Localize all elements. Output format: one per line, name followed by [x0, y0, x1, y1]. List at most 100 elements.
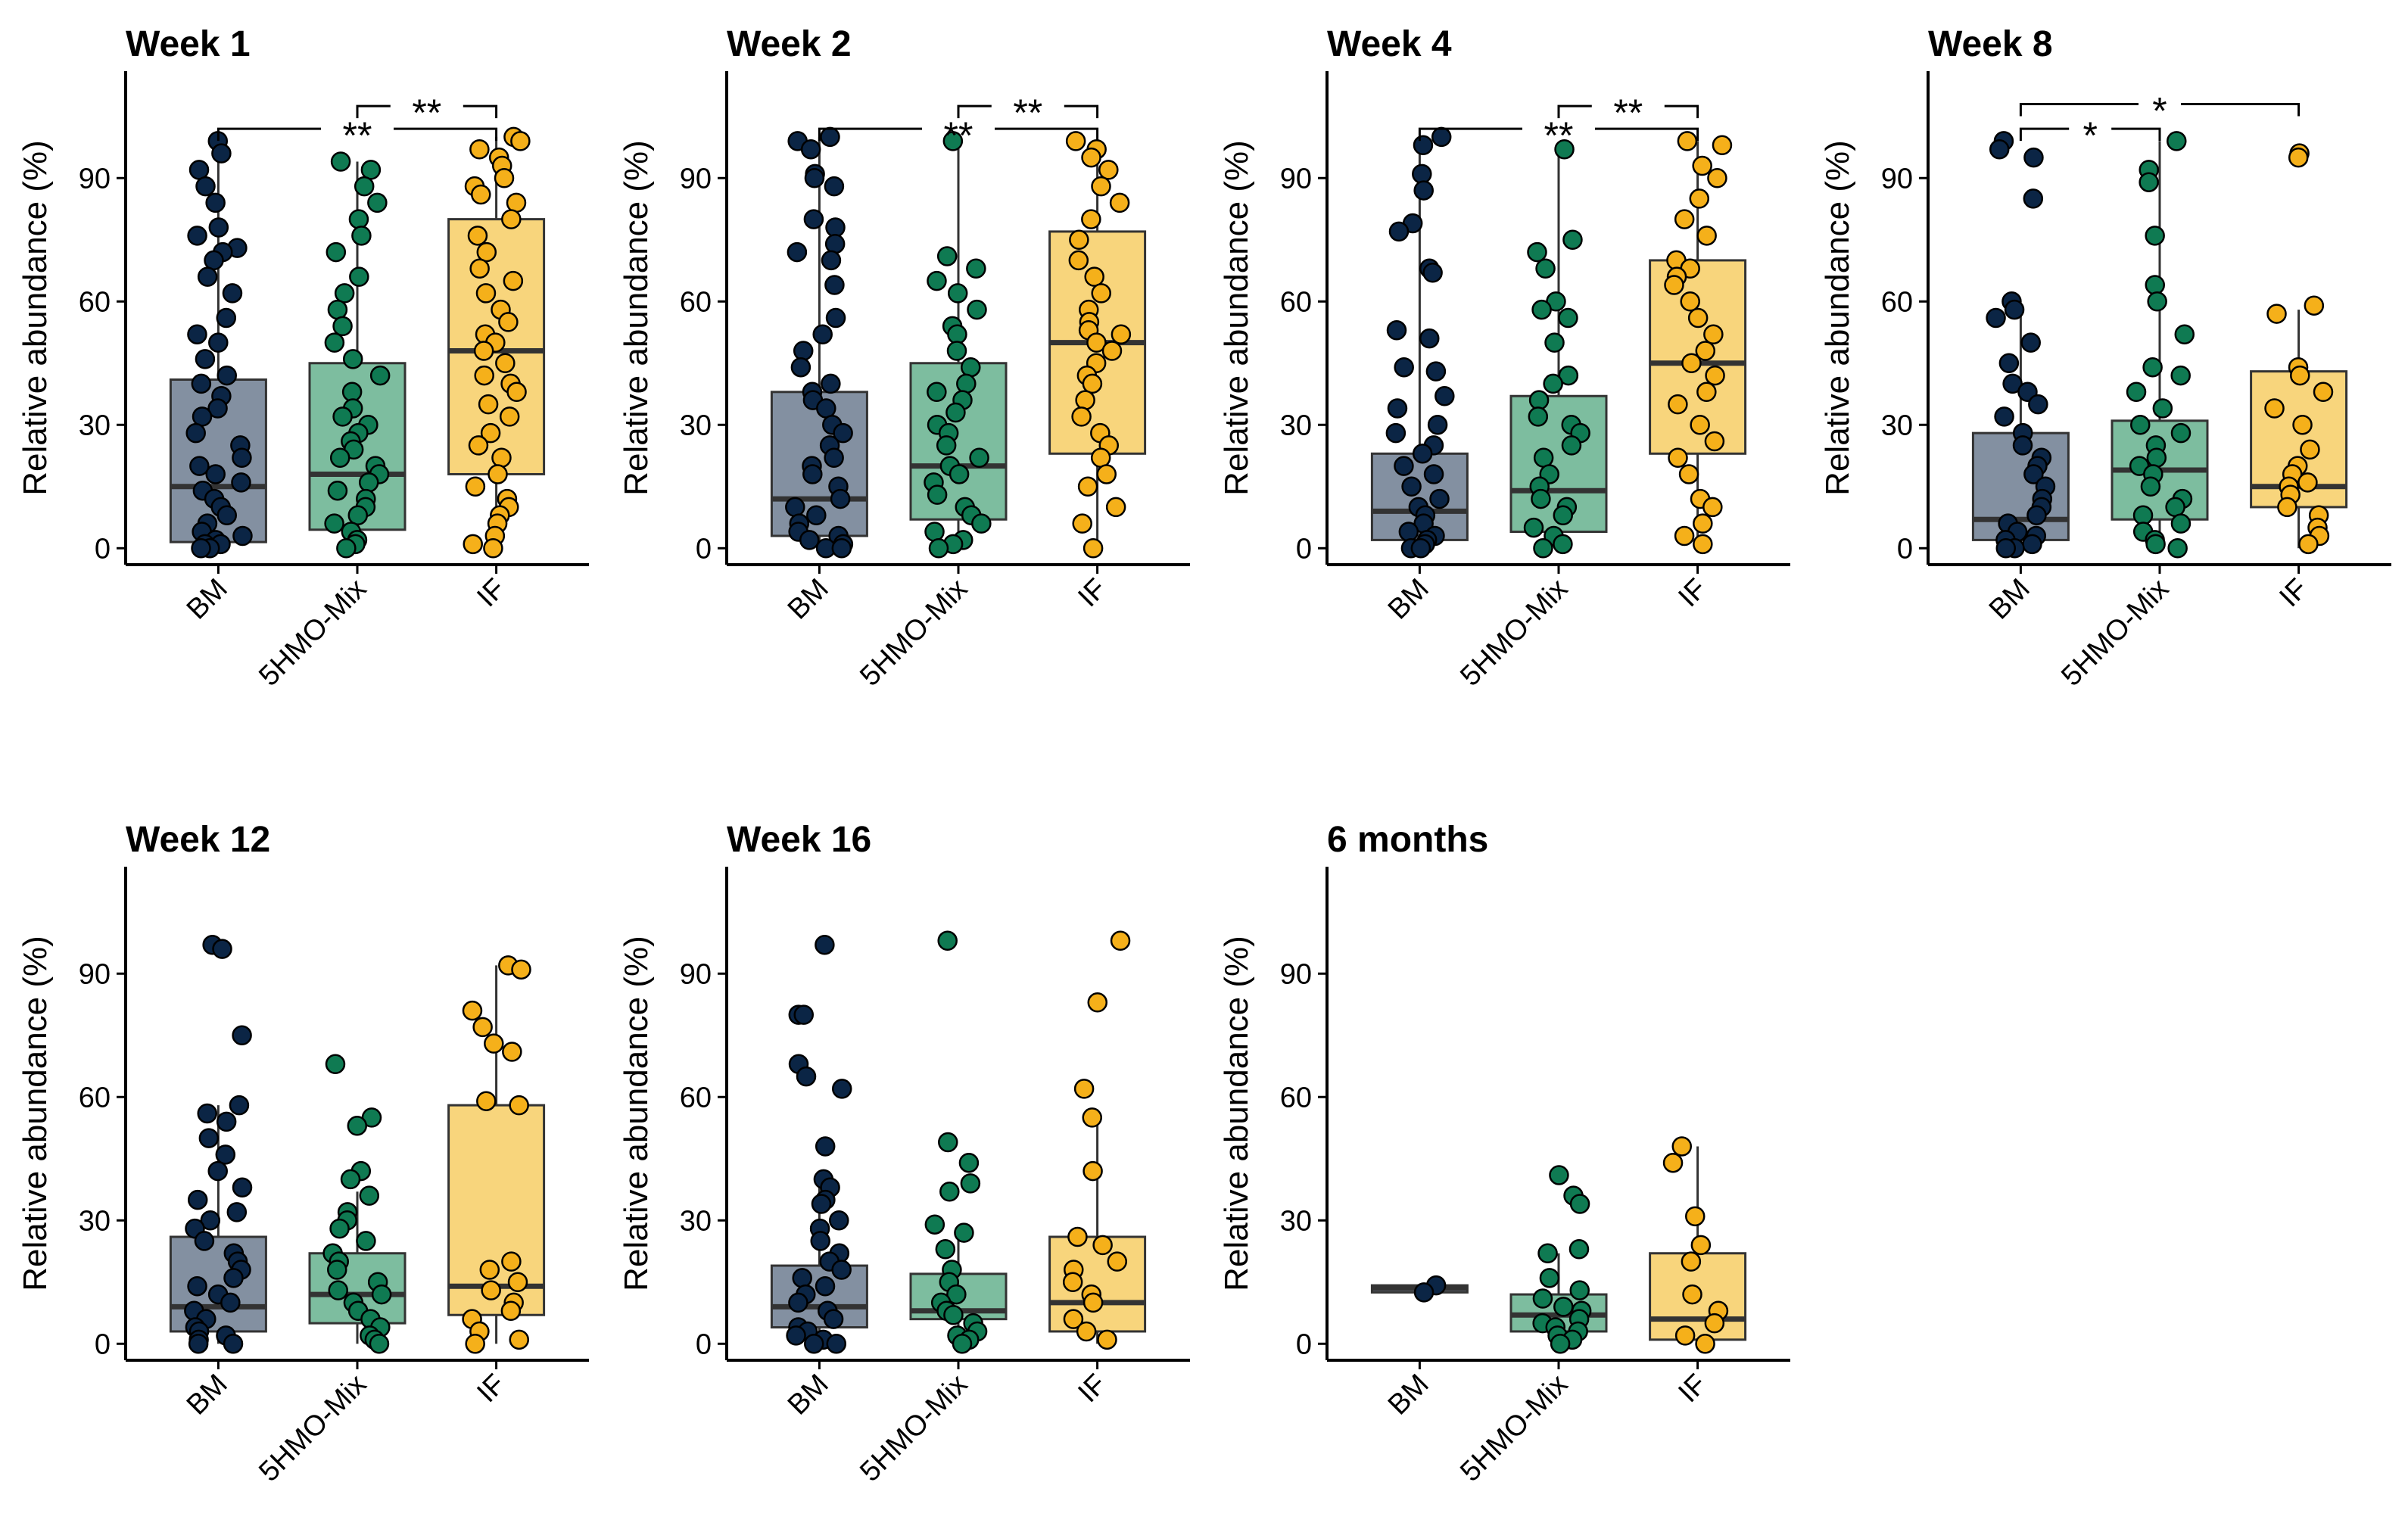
y-tick-label: 0	[1296, 1328, 1312, 1360]
data-point	[215, 1144, 236, 1165]
panel-title: Week 12	[126, 820, 270, 860]
data-point	[1387, 398, 1408, 419]
y-axis-label: Relative abundance (%)	[1218, 936, 1255, 1291]
data-point	[191, 373, 212, 394]
data-point	[935, 1239, 956, 1260]
significance-bracket	[957, 104, 992, 119]
data-point	[1097, 1329, 1117, 1350]
data-point	[474, 365, 494, 386]
data-point	[2002, 373, 2023, 394]
y-tick-label: 0	[95, 1328, 111, 1360]
data-point	[465, 476, 486, 497]
data-point	[326, 241, 347, 263]
data-point	[1388, 221, 1410, 242]
data-point	[943, 1304, 964, 1325]
data-point	[812, 324, 833, 344]
x-tick-label: 5HMO-Mix	[2055, 573, 2175, 693]
data-point	[500, 1300, 522, 1322]
data-point	[2140, 476, 2161, 497]
data-point	[1098, 160, 1119, 180]
y-tick-label: 90	[1881, 163, 1913, 195]
data-point	[1101, 341, 1123, 361]
data-point	[1075, 390, 1095, 410]
y-tick-label: 60	[79, 286, 111, 318]
data-point	[472, 1017, 493, 1038]
data-point	[1394, 357, 1414, 378]
data-point	[1069, 229, 1089, 251]
y-tick-label: 60	[1280, 1082, 1312, 1113]
data-point	[810, 1231, 830, 1251]
data-point	[2023, 188, 2044, 209]
data-point	[501, 1251, 522, 1272]
data-point	[495, 353, 516, 374]
data-point	[327, 299, 348, 320]
data-point	[1664, 275, 1684, 295]
data-point	[1413, 135, 1434, 156]
y-axis-label: Relative abundance (%)	[17, 936, 54, 1291]
data-point	[2012, 435, 2033, 456]
data-point	[509, 1095, 529, 1116]
data-point	[1527, 241, 1547, 263]
data-point	[2145, 226, 2165, 246]
data-point	[936, 435, 957, 456]
data-point	[328, 1280, 348, 1300]
data-point	[369, 1334, 390, 1354]
panel-3: Week 8 Relative abundance (%) 0 30 60 90 BM 5HM…	[1819, 24, 2391, 693]
data-point	[952, 1334, 973, 1354]
y-tick-label: 90	[79, 958, 111, 990]
significance-label: **	[1544, 114, 1574, 157]
y-tick-label: 0	[1897, 533, 1913, 565]
data-point	[956, 373, 977, 394]
data-point	[1562, 229, 1583, 251]
data-point	[1435, 385, 1455, 406]
data-point	[348, 209, 369, 229]
data-point	[803, 1334, 824, 1354]
data-point	[2023, 147, 2044, 168]
data-point	[2022, 534, 2042, 555]
x-tick-label: IF	[471, 573, 512, 614]
data-point	[2165, 497, 2185, 518]
data-point	[1077, 476, 1098, 497]
data-point	[2152, 398, 2173, 419]
data-point	[1692, 155, 1712, 176]
data-point	[821, 250, 842, 271]
data-point	[800, 139, 821, 160]
data-point	[188, 160, 210, 180]
data-point	[1553, 534, 1573, 555]
data-point	[1539, 1268, 1560, 1288]
data-point	[484, 1033, 504, 1054]
data-point	[1696, 382, 1717, 403]
data-point	[1531, 488, 1551, 509]
significance-bracket	[1557, 104, 1592, 119]
significance-bracket	[394, 127, 498, 142]
data-point	[197, 266, 218, 287]
data-point	[198, 1128, 220, 1148]
data-point	[342, 349, 363, 369]
significance-bracket	[463, 104, 498, 119]
data-point	[937, 930, 958, 951]
data-point	[1668, 394, 1688, 415]
data-point	[2297, 472, 2318, 493]
data-point	[967, 299, 987, 320]
data-point	[787, 241, 808, 263]
data-point	[1073, 1079, 1095, 1099]
data-point	[1083, 1160, 1103, 1182]
data-point	[826, 1334, 847, 1354]
data-point	[830, 488, 851, 509]
panel-title: Week 16	[727, 820, 871, 860]
data-point	[212, 939, 232, 959]
data-point	[1410, 538, 1431, 559]
y-tick-label: 90	[1280, 958, 1312, 990]
data-point	[371, 1284, 392, 1305]
data-point	[1553, 505, 1573, 526]
data-point	[1082, 373, 1103, 394]
x-tick-label: BM	[181, 573, 234, 626]
panel-0: Week 1 Relative abundance (%) 0 30 60 90 BM 5HM…	[17, 24, 589, 693]
panel-title: Week 4	[1327, 24, 1452, 64]
data-point	[469, 139, 490, 160]
data-point	[2167, 538, 2188, 559]
y-tick-label: 0	[696, 1328, 712, 1360]
data-point	[790, 357, 811, 378]
data-point	[494, 168, 515, 188]
x-tick-label: 5HMO-Mix	[1454, 573, 1574, 693]
